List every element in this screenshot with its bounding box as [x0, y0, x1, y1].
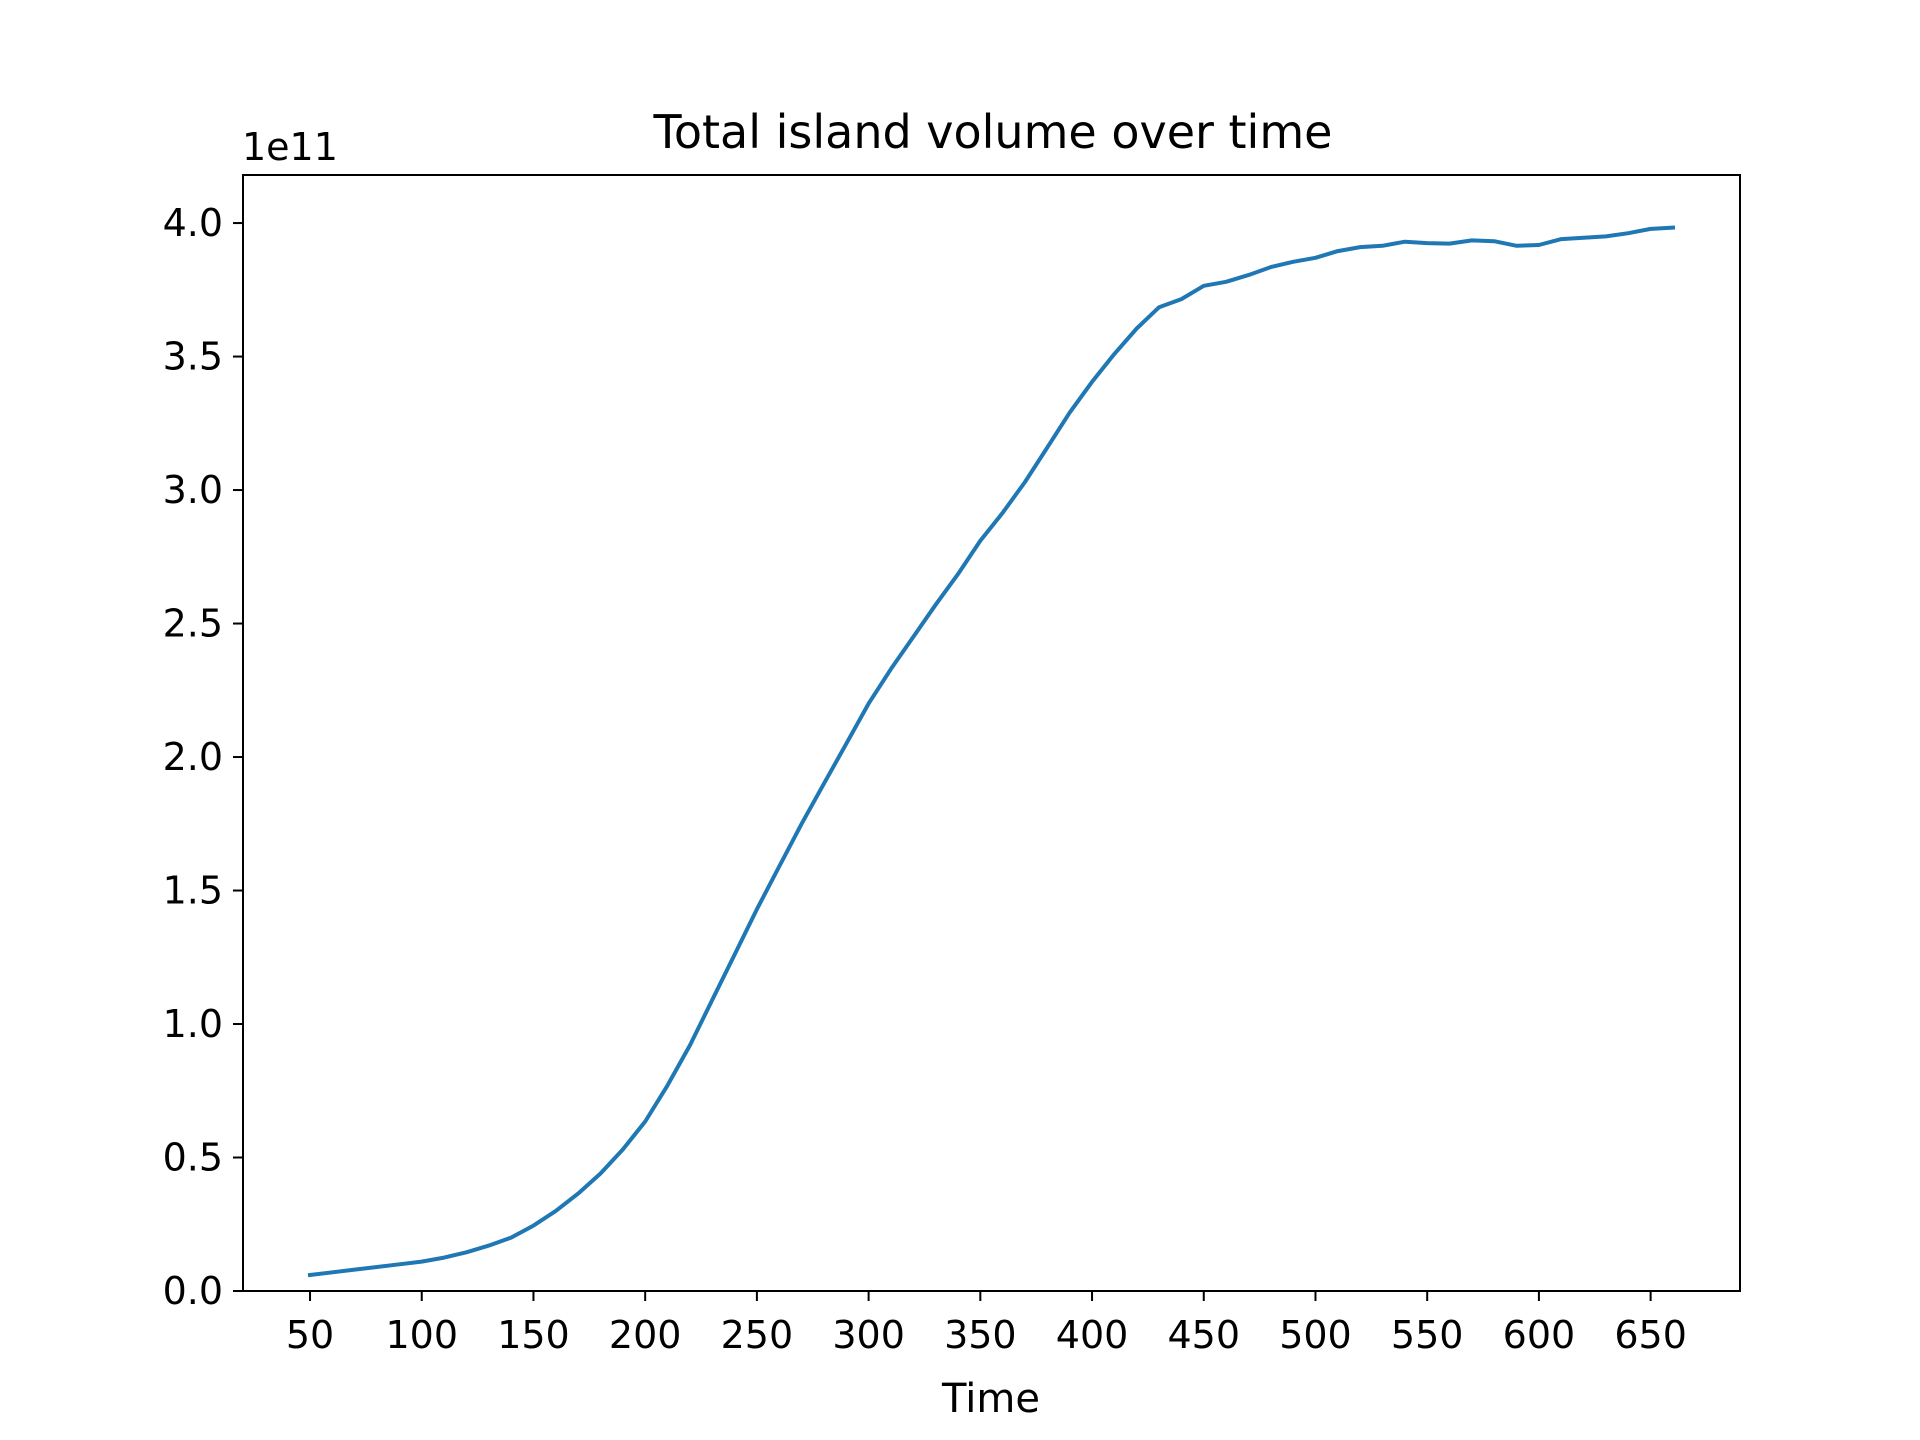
y-tick-label: 1.0	[163, 1002, 223, 1046]
x-tick-label: 650	[1614, 1313, 1687, 1357]
axes-frame	[242, 174, 1741, 1292]
x-tick-label: 300	[832, 1313, 905, 1357]
y-axis: 0.0 0.5 1.0 1.5 2.0 2.5 3.0 3.5 4.0	[163, 201, 243, 1313]
y-tick-label: 0.5	[163, 1136, 223, 1180]
y-tick-label: 2.0	[163, 735, 223, 779]
x-tick-label: 50	[286, 1313, 334, 1357]
x-axis: 50 100 150 200 250 300 350 400 450 500 550 600 650	[286, 1291, 1687, 1357]
chart-title: Total island volume over time	[653, 105, 1333, 159]
x-axis-label: Time	[941, 1376, 1040, 1422]
y-tick-label: 3.0	[163, 468, 223, 512]
x-tick-label: 500	[1279, 1313, 1352, 1357]
x-tick-label: 450	[1167, 1313, 1240, 1357]
x-tick-label: 150	[497, 1313, 570, 1357]
series-line-0	[307, 225, 1676, 1278]
plot-area	[307, 225, 1676, 1278]
x-tick-label: 400	[1056, 1313, 1129, 1357]
x-tick-label: 550	[1391, 1313, 1464, 1357]
y-tick-label: 0.0	[163, 1269, 223, 1313]
y-axis-offset-label: 1e11	[242, 125, 338, 169]
x-tick-label: 200	[609, 1313, 682, 1357]
x-tick-label: 350	[944, 1313, 1017, 1357]
x-tick-label: 100	[385, 1313, 458, 1357]
x-tick-label: 250	[721, 1313, 794, 1357]
y-tick-label: 1.5	[163, 869, 223, 913]
y-tick-label: 2.5	[163, 602, 223, 646]
y-tick-label: 3.5	[163, 335, 223, 379]
y-tick-label: 4.0	[163, 201, 223, 245]
x-tick-label: 600	[1503, 1313, 1576, 1357]
